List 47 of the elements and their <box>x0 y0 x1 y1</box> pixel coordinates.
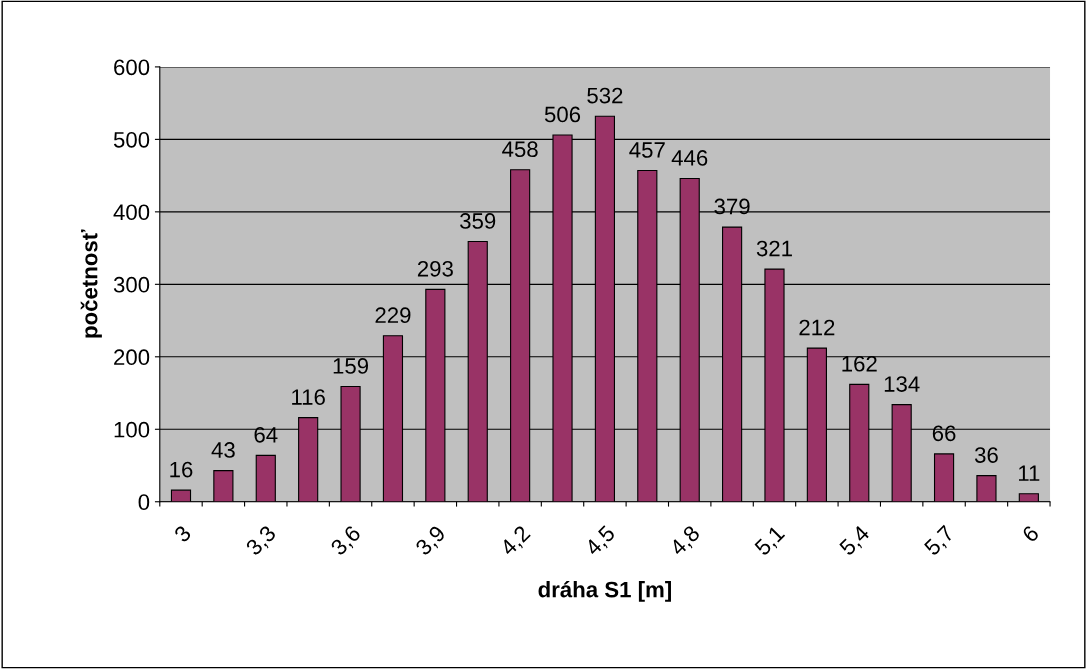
data-label: 66 <box>932 425 956 442</box>
data-label: 43 <box>211 442 235 458</box>
data-label: 293 <box>417 260 453 277</box>
data-label: 446 <box>671 150 708 166</box>
x-tick-label: 3,6 <box>329 524 364 559</box>
data-label: 532 <box>587 87 623 104</box>
x-tick-label: 5,1 <box>753 524 788 559</box>
y-tick-label: 0 <box>138 494 150 511</box>
bar <box>255 454 276 502</box>
y-tick-label: 500 <box>113 131 150 148</box>
data-label: 229 <box>375 307 411 324</box>
x-tick-label: 4,5 <box>584 524 618 559</box>
y-tick-label: 400 <box>113 204 150 221</box>
data-label: 159 <box>333 358 369 374</box>
data-label: 506 <box>544 106 581 123</box>
data-label: 11 <box>1019 465 1040 481</box>
data-label: 321 <box>756 240 792 257</box>
x-tick-label: 4,2 <box>499 524 533 559</box>
data-label: 212 <box>799 319 835 336</box>
data-label: 458 <box>502 141 538 158</box>
data-label: 64 <box>254 426 278 443</box>
data-label: 379 <box>714 198 750 215</box>
data-label: 162 <box>842 355 877 372</box>
bar <box>213 470 234 502</box>
x-tick-label: 3,9 <box>414 524 448 559</box>
data-label: 36 <box>974 447 998 463</box>
bar <box>1018 493 1039 502</box>
bar <box>170 489 192 502</box>
data-label: 457 <box>629 142 665 158</box>
data-label: 359 <box>460 213 496 229</box>
y-tick-label: 200 <box>114 349 150 366</box>
data-label: 116 <box>292 389 325 405</box>
y-tick-label: 300 <box>113 276 150 293</box>
x-tick-label: 5,7 <box>923 524 957 559</box>
bar <box>933 453 955 502</box>
data-label: 134 <box>884 376 920 392</box>
x-tick-label: 5,4 <box>838 524 873 559</box>
x-tick-label: 3 <box>173 524 192 544</box>
x-tick-label: 6 <box>1021 524 1040 543</box>
y-axis-title: početnosť <box>80 229 102 338</box>
x-tick-label: 3,3 <box>244 524 279 559</box>
y-tick-label: 600 <box>114 59 150 76</box>
x-axis-title: dráha S1 [m] <box>538 580 671 602</box>
bar <box>976 475 997 502</box>
data-label: 16 <box>170 461 193 478</box>
y-tick-label: 100 <box>114 421 150 438</box>
x-tick-label: 4,8 <box>668 524 703 559</box>
